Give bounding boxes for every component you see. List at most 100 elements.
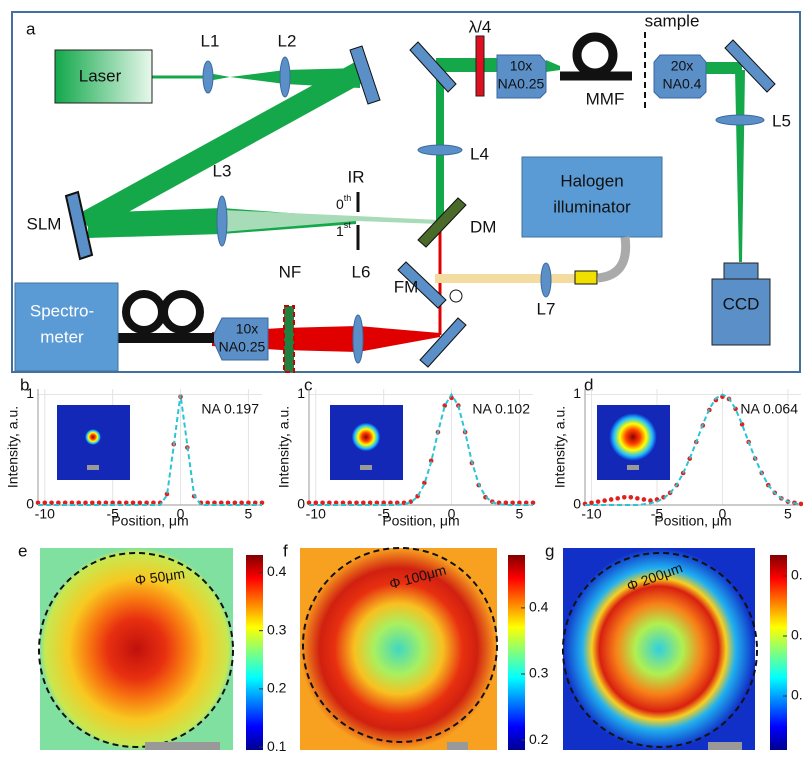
beam (208, 70, 285, 84)
data-point (642, 497, 647, 502)
fiber-tip (575, 271, 597, 284)
y-tick-label: 0 (26, 496, 34, 512)
y-tick-label: 0 (297, 496, 305, 512)
colorbar-label: 0.2 (529, 731, 549, 747)
colorbar-label: 0.3 (267, 621, 287, 637)
data-point (615, 496, 620, 501)
fiber (164, 294, 200, 330)
notch-filter (284, 306, 294, 372)
setup-diagram: a Laser L1 L2 SLM L3 IR 0th 1st DM L4 λ/… (12, 11, 800, 372)
y-tick-label: 1 (573, 385, 581, 401)
label: SLM (27, 214, 62, 233)
label: L5 (772, 111, 791, 130)
x-tick-label: 5 (245, 506, 253, 522)
lens (280, 57, 290, 97)
label: λ/4 (469, 17, 492, 36)
fiber (598, 237, 626, 278)
lens (418, 145, 462, 155)
figure: a Laser L1 L2 SLM L3 IR 0th 1st DM L4 λ/… (0, 0, 803, 754)
x-tick-label: -10 (35, 506, 55, 522)
label: L4 (470, 144, 489, 163)
label: IR (348, 167, 365, 186)
colorbar-label: 0.3 (529, 665, 549, 681)
x-tick-label: -10 (581, 506, 601, 522)
label: FM (394, 277, 419, 296)
beam (735, 70, 745, 262)
annotation: NA 0.064 (740, 401, 798, 417)
data-point (635, 496, 640, 501)
label: L6 (352, 262, 371, 281)
label: 10x (236, 321, 259, 337)
inset-spot (352, 423, 381, 452)
scale-bar (627, 465, 639, 470)
waveplate (476, 36, 484, 96)
colorbar-label: 0.4 (529, 599, 549, 615)
label: NA0.25 (219, 339, 266, 355)
y-axis-label: Intensity, a.u. (276, 406, 292, 488)
x-axis-label: Position, μm (111, 513, 188, 529)
scale-bar (360, 465, 372, 470)
panel-label: g (545, 541, 554, 560)
x-axis-label: Position, μm (654, 513, 731, 529)
data-point (629, 495, 634, 500)
label: st (344, 220, 352, 230)
label: 0 (336, 196, 344, 212)
y-tick-label: 0 (573, 496, 581, 512)
panel-label: e (18, 541, 27, 560)
fiber (577, 37, 613, 73)
panel-label: f (283, 541, 288, 560)
lens (541, 263, 551, 297)
x-tick-label: 5 (784, 506, 792, 522)
lens (217, 196, 227, 246)
data-point (622, 495, 627, 500)
label: L1 (201, 31, 220, 50)
beam (435, 274, 575, 283)
label: NA0.25 (498, 76, 545, 92)
colorbar-label: 0. (791, 627, 803, 643)
label: th (344, 193, 352, 203)
data-point (602, 498, 607, 503)
y-axis-label: Intensity, a.u. (552, 406, 568, 488)
beam (436, 58, 497, 72)
colorbar-label: 0.4 (267, 563, 287, 579)
lens (203, 61, 213, 93)
label: L7 (537, 299, 556, 318)
colorbar (246, 555, 263, 750)
y-tick-label: 1 (26, 385, 34, 401)
label: 1st (336, 220, 351, 238)
data-point (609, 497, 614, 502)
scale-bar (87, 465, 99, 470)
label: Halogen (560, 171, 623, 190)
colorbar (770, 555, 787, 750)
annotation: NA 0.102 (472, 401, 530, 417)
label: 20x (671, 58, 694, 74)
lens (716, 115, 764, 125)
data-point (799, 502, 803, 507)
inset-spot (85, 429, 101, 445)
x-tick-label: -10 (306, 506, 326, 522)
label: sample (645, 11, 700, 30)
colorbar-label: 0.1 (267, 738, 287, 754)
label: 0th (336, 193, 351, 211)
label: NF (279, 262, 302, 281)
y-axis-label: Intensity, a.u. (5, 406, 21, 488)
label: CCD (723, 294, 760, 313)
fiber (126, 294, 162, 330)
label: 10x (510, 58, 533, 74)
ccd (724, 263, 758, 279)
colorbar-label: 0. (791, 687, 803, 703)
label: L2 (278, 31, 297, 50)
label: Laser (79, 66, 122, 85)
lens (353, 315, 363, 363)
label: meter (40, 327, 84, 346)
label: L3 (213, 161, 232, 180)
colorbar-label: 0. (791, 567, 803, 583)
scale-bar (708, 742, 742, 750)
y-tick-label: 1 (297, 385, 305, 401)
x-axis-label: Position, μm (382, 513, 459, 529)
mirror (420, 318, 466, 367)
data-point (596, 499, 601, 504)
label: DM (470, 217, 496, 236)
panel-label: a (26, 19, 36, 38)
annotation: NA 0.197 (201, 401, 259, 417)
